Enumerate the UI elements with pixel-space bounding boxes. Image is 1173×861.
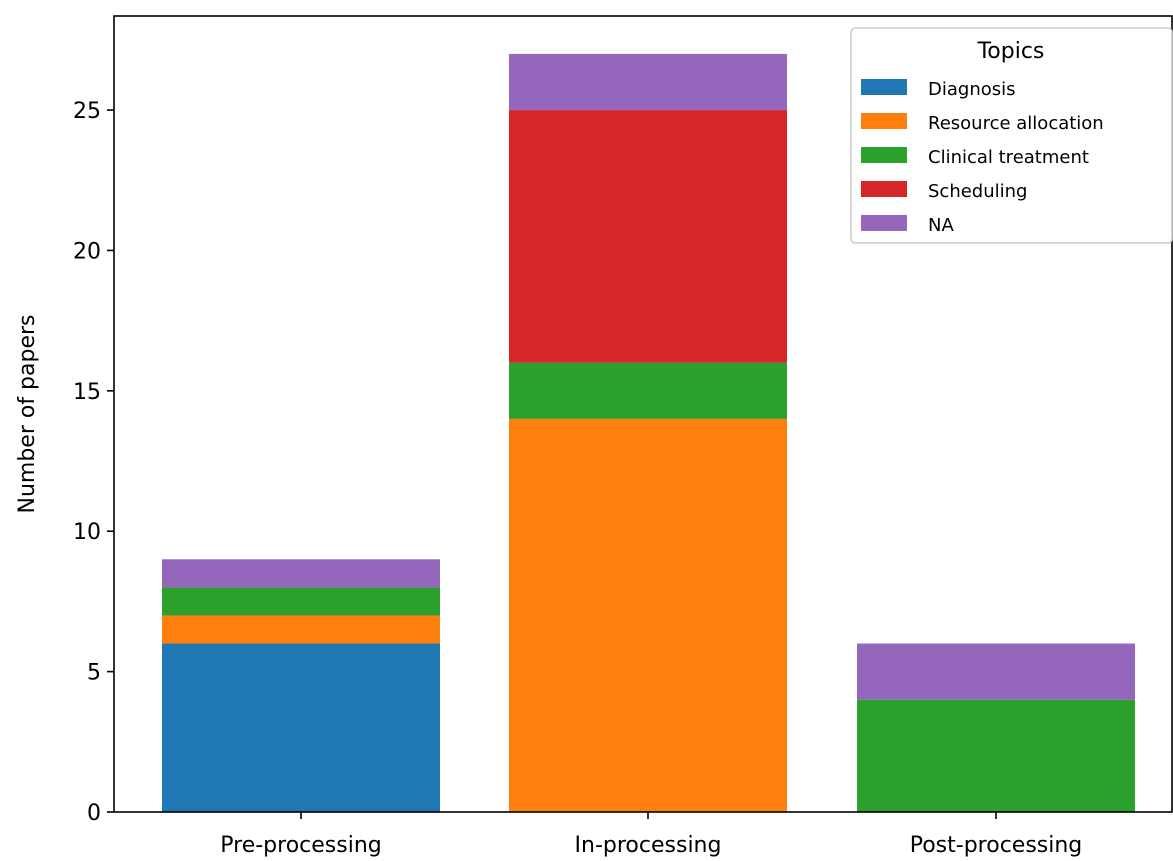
legend-title: Topics xyxy=(977,39,1045,64)
y-tick-label: 0 xyxy=(87,801,101,826)
legend-label: Scheduling xyxy=(928,181,1027,202)
bar-pre-processing-clinical-treatment xyxy=(162,587,440,616)
y-tick-label: 5 xyxy=(87,661,101,686)
x-tick-label: Post-processing xyxy=(910,833,1083,858)
y-tick-label: 20 xyxy=(73,239,101,264)
legend-label: Resource allocation xyxy=(928,113,1104,134)
x-tick-label: Pre-processing xyxy=(220,833,381,858)
y-tick-label: 10 xyxy=(73,520,101,545)
bar-in-processing-resource-allocation xyxy=(509,418,787,812)
bar-pre-processing-diagnosis xyxy=(162,643,440,812)
y-axis-label: Number of papers xyxy=(15,314,40,513)
bar-in-processing-na xyxy=(509,53,787,111)
plot-frame xyxy=(113,15,1173,813)
y-tick-label: 15 xyxy=(73,380,101,405)
legend-swatch xyxy=(861,113,907,129)
bar-pre-processing-resource-allocation xyxy=(162,615,440,644)
legend-items: Diagnosis Resource allocation Clinical tre… xyxy=(861,79,1104,236)
bar-in-processing-scheduling xyxy=(509,110,787,363)
legend-swatch xyxy=(861,147,907,163)
bar-post-processing-na xyxy=(857,643,1135,700)
legend-box xyxy=(850,27,1173,244)
legend-label: NA xyxy=(928,215,954,236)
legend-label: Clinical treatment xyxy=(928,147,1089,168)
bar-in-processing-clinical-treatment xyxy=(509,362,787,419)
legend-swatch xyxy=(861,215,907,231)
y-tick-label: 25 xyxy=(73,99,101,124)
legend-swatch xyxy=(861,79,907,95)
bar-post-processing-clinical-treatment xyxy=(857,699,1135,812)
bar-pre-processing-na xyxy=(162,559,440,588)
x-tick-label: In-processing xyxy=(575,833,722,858)
axes-layer: 0 5 10 15 20 25 Pre-processing In-processing Pos… xyxy=(73,15,1173,858)
bars-layer xyxy=(162,53,1135,812)
legend-label: Diagnosis xyxy=(928,79,1016,100)
legend: Topics Diagnosis Resource allocation Clini… xyxy=(850,27,1173,244)
legend-swatch xyxy=(861,181,907,197)
